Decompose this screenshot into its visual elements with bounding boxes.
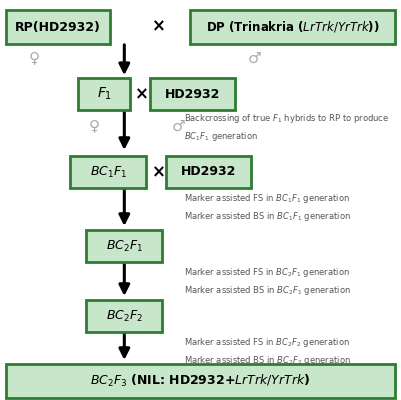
Text: $BC_2F_3$ (NIL: HD2932+$\it{LrTrk/YrTrk}$): $BC_2F_3$ (NIL: HD2932+$\it{LrTrk/YrTrk}… [90,373,311,389]
Text: $BC_2F_2$: $BC_2F_2$ [106,308,143,324]
FancyBboxPatch shape [6,10,110,44]
Text: ♀: ♀ [89,118,100,134]
Text: $BC_1F_1$: $BC_1F_1$ [90,164,127,180]
Text: Marker assisted FS in $BC_2F_2$ generation
Marker assisted BS in $BC_2F_2$ gener: Marker assisted FS in $BC_2F_2$ generati… [184,336,351,367]
Text: HD2932: HD2932 [181,166,236,178]
Text: ×: × [152,18,165,36]
FancyBboxPatch shape [190,10,395,44]
Text: $F_1$: $F_1$ [97,86,112,102]
Text: ♂: ♂ [172,118,185,134]
FancyBboxPatch shape [70,156,146,188]
Text: ♀: ♀ [28,50,40,66]
Text: Marker assisted FS in $BC_2F_1$ generation
Marker assisted BS in $BC_2F_1$ gener: Marker assisted FS in $BC_2F_1$ generati… [184,266,351,298]
Text: DP (Trinakria ($\it{LrTrk/YrTrk}$)): DP (Trinakria ($\it{LrTrk/YrTrk}$)) [206,20,380,34]
Text: HD2932: HD2932 [165,88,220,100]
FancyBboxPatch shape [166,156,251,188]
FancyBboxPatch shape [78,78,130,110]
Text: Marker assisted FS in $BC_1F_1$ generation
Marker assisted BS in $BC_1F_1$ gener: Marker assisted FS in $BC_1F_1$ generati… [184,192,351,223]
Text: Backcrossing of true $F_1$ hybrids to RP to produce
$BC_1F_1$ generation: Backcrossing of true $F_1$ hybrids to RP… [184,112,390,143]
FancyBboxPatch shape [6,364,395,398]
Text: $BC_2F_1$: $BC_2F_1$ [106,238,143,254]
Text: ♂: ♂ [248,50,261,66]
FancyBboxPatch shape [86,300,162,332]
Text: ×: × [136,85,149,103]
Text: ×: × [152,163,165,181]
FancyBboxPatch shape [86,230,162,262]
FancyBboxPatch shape [150,78,235,110]
Text: RP(HD2932): RP(HD2932) [15,20,101,34]
